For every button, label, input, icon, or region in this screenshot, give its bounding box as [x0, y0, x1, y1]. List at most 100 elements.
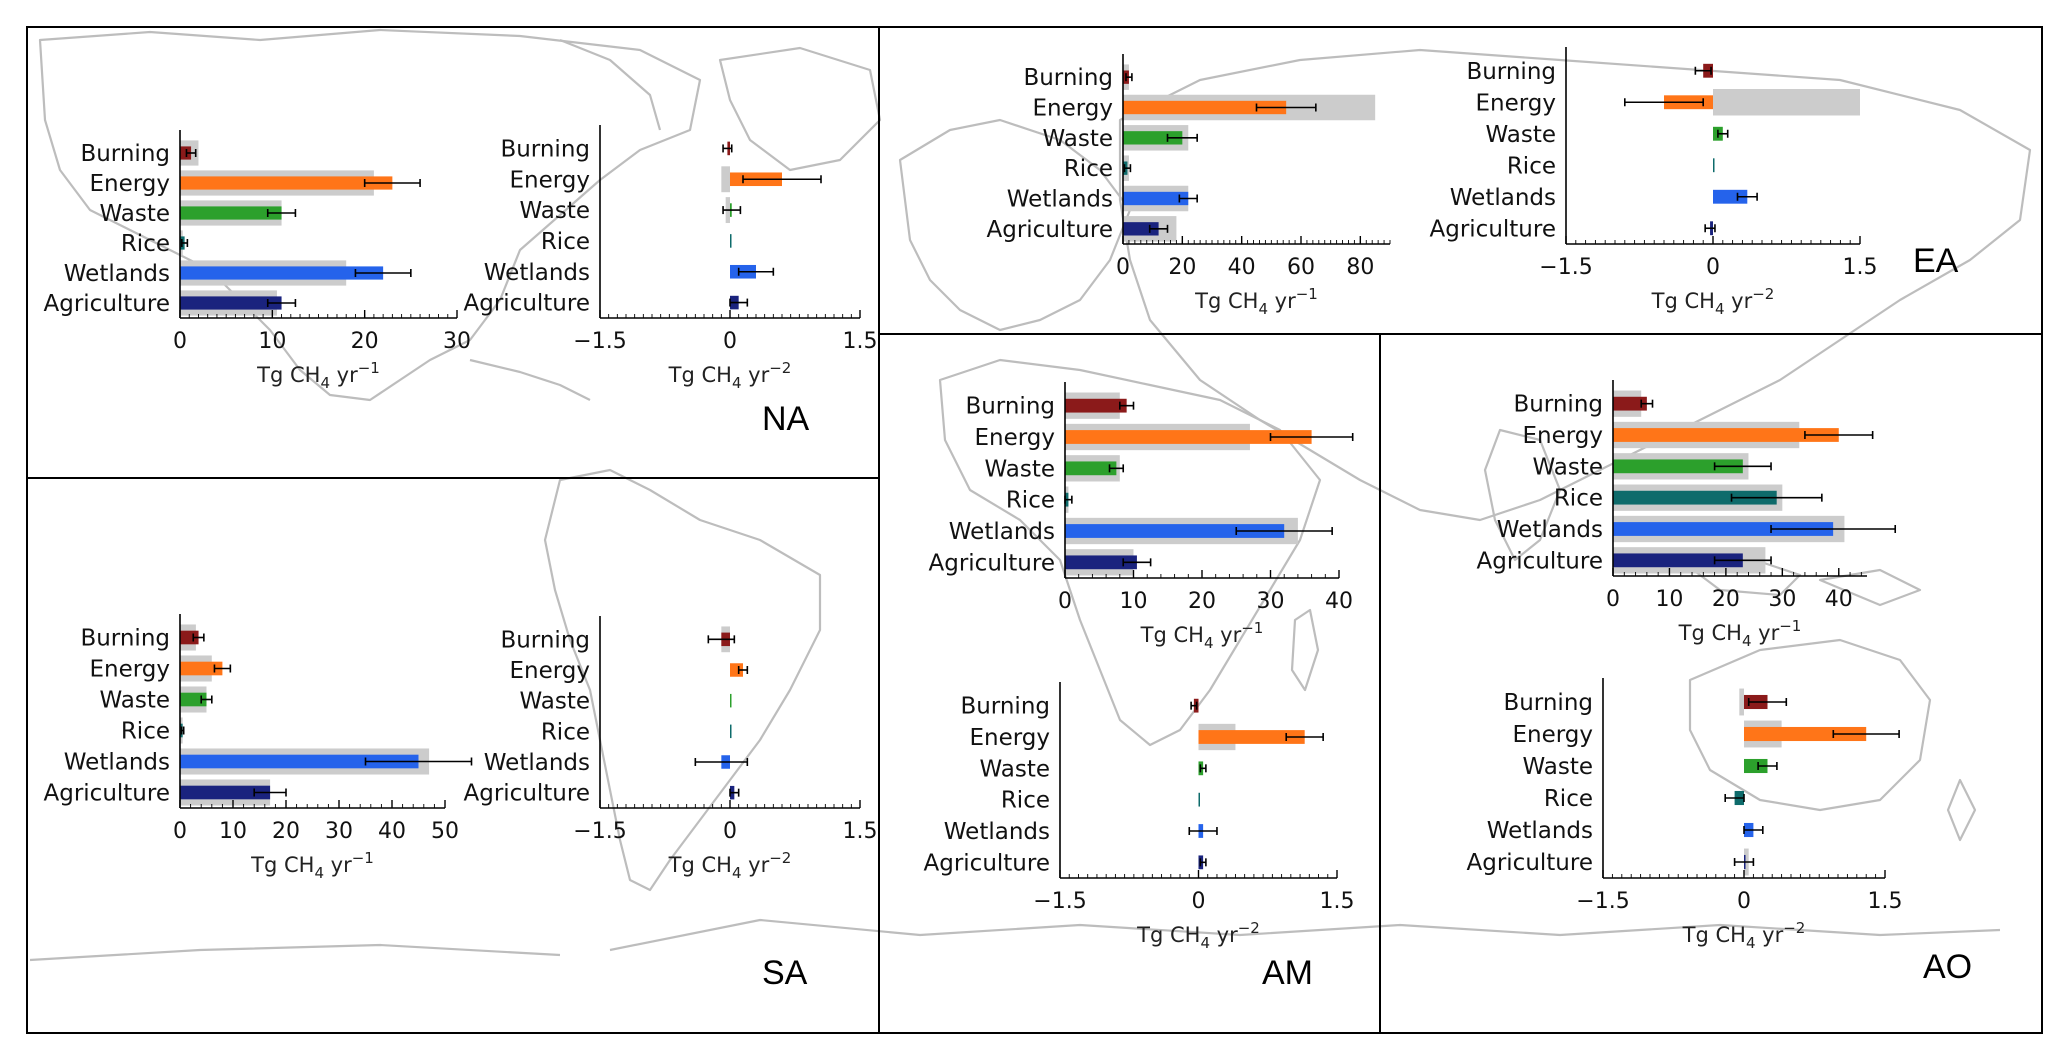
- x-axis-label: Tg CH4 yr−1: [1140, 619, 1264, 652]
- x-axis-label: Tg CH4 yr−2: [668, 849, 792, 882]
- chart-na-emissions: Burning Energy Waste Rice Wetlands Agricultur…: [44, 130, 471, 392]
- category-label-waste: Waste: [519, 198, 590, 224]
- chart-am-emissions: Burning Energy Waste Rice Wetlands Agricultur…: [929, 382, 1354, 652]
- category-label-agriculture: Agriculture: [1430, 216, 1557, 242]
- x-tick-label: 0: [1058, 589, 1072, 614]
- chart-ea-emissions: Burning Energy Waste Rice Wetlands Agricultur…: [987, 54, 1391, 318]
- category-label-waste: Waste: [979, 756, 1050, 782]
- x-tick-label: 0: [1192, 889, 1206, 914]
- region-frames: [26, 26, 2043, 1034]
- category-label-rice: Rice: [1544, 786, 1593, 812]
- posterior-bar-waste: [180, 206, 282, 220]
- posterior-bar-energy: [1744, 726, 1867, 742]
- x-tick-label: −1.5: [1033, 889, 1086, 914]
- posterior-bar-energy: [180, 176, 393, 190]
- chart-na-trends: Burning Energy Waste Rice Wetlands Agricultur…: [464, 125, 878, 392]
- category-label-agriculture: Agriculture: [924, 850, 1051, 876]
- x-tick-label: 40: [1228, 255, 1256, 280]
- category-label-waste: Waste: [99, 201, 170, 227]
- category-label-energy: Energy: [1522, 423, 1603, 449]
- category-label-energy: Energy: [1512, 722, 1593, 748]
- x-tick-label: 30: [443, 329, 471, 354]
- category-label-energy: Energy: [509, 658, 590, 684]
- posterior-bar-rice: [730, 234, 732, 248]
- posterior-bar-agriculture: [180, 785, 271, 800]
- x-tick-label: 60: [1287, 255, 1315, 280]
- category-label-energy: Energy: [89, 657, 170, 683]
- x-tick-label: 1.5: [1868, 889, 1903, 914]
- category-label-rice: Rice: [121, 719, 170, 745]
- category-label-energy: Energy: [1475, 90, 1556, 116]
- x-axis-label: Tg CH4 yr−1: [256, 359, 380, 392]
- chart-panels: Burning Energy Waste Rice Wetlands Agricultur…: [44, 47, 1903, 952]
- category-label-agriculture: Agriculture: [464, 781, 591, 807]
- x-axis-label: Tg CH4 yr−1: [1678, 617, 1802, 650]
- x-tick-label: 50: [431, 819, 459, 844]
- x-tick-label: 20: [1168, 255, 1196, 280]
- posterior-bar-energy: [1123, 100, 1287, 115]
- category-label-wetlands: Wetlands: [484, 750, 590, 776]
- category-label-burning: Burning: [960, 694, 1050, 720]
- x-axis-label: Tg CH4 yr−2: [1136, 919, 1260, 952]
- category-label-energy: Energy: [89, 171, 170, 197]
- posterior-bar-agriculture: [1065, 555, 1137, 570]
- posterior-bar-wetlands: [180, 754, 419, 769]
- posterior-bar-energy: [1613, 428, 1839, 442]
- prior-bar-burning: [1739, 688, 1744, 716]
- posterior-bar-waste: [1613, 459, 1743, 474]
- category-label-waste: Waste: [984, 456, 1055, 482]
- category-label-energy: Energy: [1032, 96, 1113, 122]
- x-tick-label: 1.5: [843, 329, 878, 354]
- category-label-rice: Rice: [1006, 488, 1055, 514]
- x-tick-label: 40: [1325, 589, 1353, 614]
- category-label-burning: Burning: [1513, 392, 1603, 418]
- chart-ea-trends: Burning Energy Waste Rice Wetlands Agricultur…: [1430, 47, 1878, 318]
- x-tick-label: 1.5: [1320, 889, 1355, 914]
- category-label-burning: Burning: [500, 627, 590, 653]
- x-tick-label: 10: [258, 329, 286, 354]
- chart-sa-trends: Burning Energy Waste Rice Wetlands Agricultur…: [464, 616, 878, 882]
- posterior-bar-energy: [180, 661, 223, 676]
- category-label-wetlands: Wetlands: [1007, 187, 1113, 213]
- category-label-waste: Waste: [1485, 122, 1556, 148]
- posterior-bar-rice: [1198, 792, 1200, 807]
- category-label-wetlands: Wetlands: [64, 750, 170, 776]
- category-label-burning: Burning: [965, 394, 1055, 420]
- region-label-am: AM: [1262, 954, 1313, 992]
- chart-sa-emissions: Burning Energy Waste Rice Wetlands Agricultur…: [44, 614, 473, 882]
- x-tick-label: 30: [1768, 587, 1796, 612]
- x-tick-label: 0: [723, 329, 737, 354]
- region-label-ao: AO: [1923, 948, 1972, 986]
- x-tick-label: 1.5: [843, 819, 878, 844]
- posterior-bar-wetlands: [1713, 189, 1748, 204]
- region-label-sa: SA: [762, 954, 808, 992]
- x-tick-label: −1.5: [573, 329, 626, 354]
- category-label-rice: Rice: [1554, 486, 1603, 512]
- posterior-bar-rice: [1613, 490, 1777, 505]
- category-label-wetlands: Wetlands: [944, 819, 1050, 845]
- x-axis-label: Tg CH4 yr−2: [668, 359, 792, 392]
- category-label-burning: Burning: [1023, 65, 1113, 91]
- posterior-bar-wetlands: [180, 266, 384, 280]
- category-label-burning: Burning: [500, 136, 590, 162]
- posterior-bar-burning: [1065, 398, 1127, 413]
- x-tick-label: 20: [351, 329, 379, 354]
- region-labels: NA EA SA AM AO: [762, 242, 1972, 992]
- posterior-bar-rice: [730, 724, 732, 739]
- posterior-bar-wetlands: [1065, 524, 1285, 538]
- category-label-rice: Rice: [1001, 788, 1050, 814]
- chart-ao-emissions: Burning Energy Waste Rice Wetlands Agricultur…: [1477, 380, 1897, 650]
- x-tick-label: 20: [1188, 589, 1216, 614]
- x-tick-label: 0: [723, 819, 737, 844]
- posterior-bar-waste: [730, 693, 732, 708]
- x-tick-label: −1.5: [573, 819, 626, 844]
- x-tick-label: 40: [378, 819, 406, 844]
- posterior-bar-energy: [1065, 430, 1312, 444]
- chart-am-trends: Burning Energy Waste Rice Wetlands Agricultur…: [924, 682, 1355, 952]
- posterior-bar-burning: [180, 146, 192, 160]
- x-tick-label: 80: [1346, 255, 1374, 280]
- x-tick-label: 0: [1606, 587, 1620, 612]
- category-label-agriculture: Agriculture: [987, 217, 1114, 243]
- x-tick-label: 20: [272, 819, 300, 844]
- category-label-burning: Burning: [80, 626, 170, 652]
